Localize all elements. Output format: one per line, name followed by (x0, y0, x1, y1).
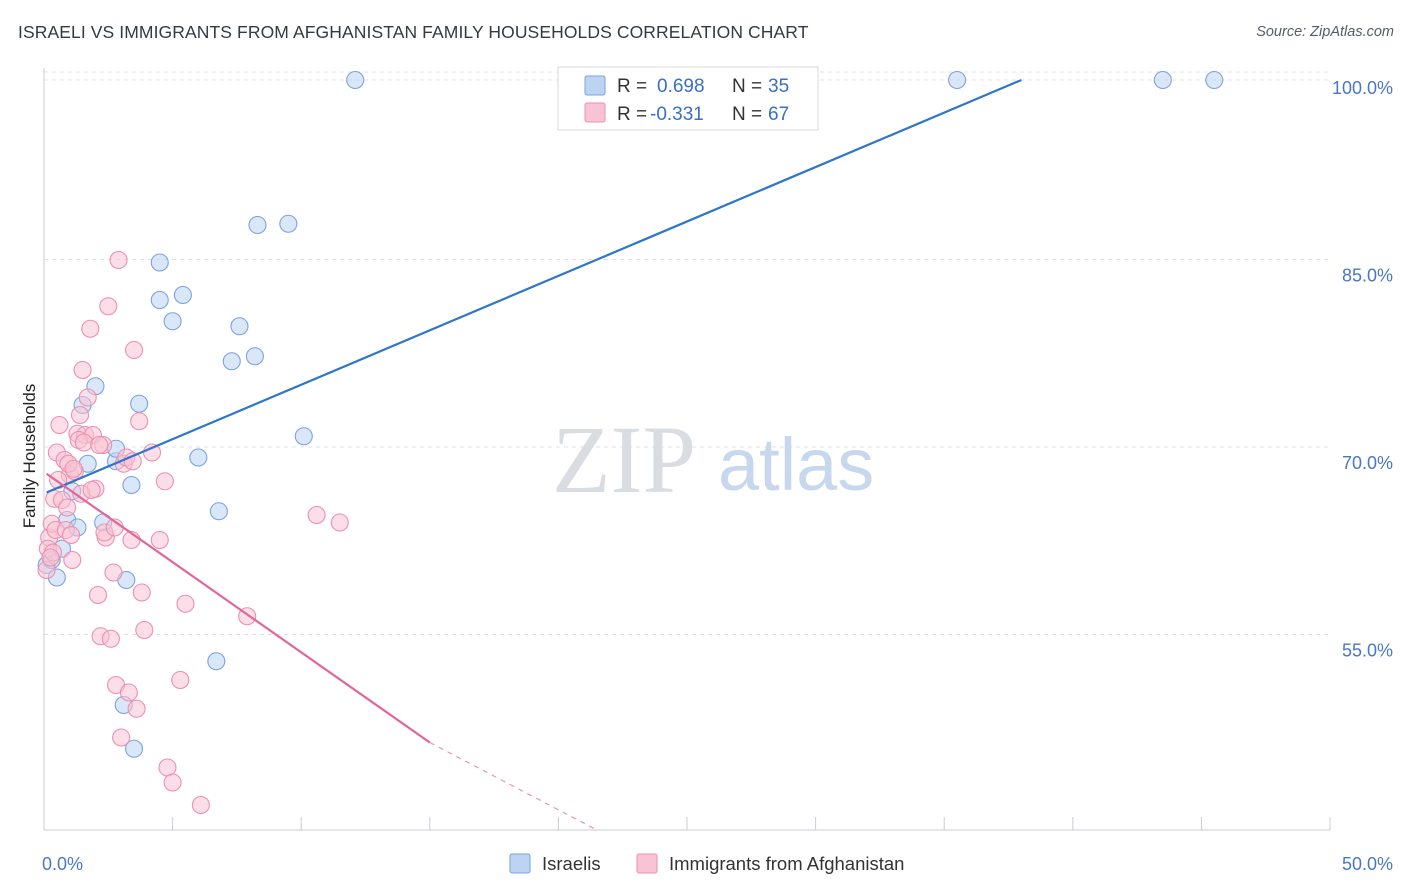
point-israelis-29 (346, 70, 365, 90)
point-afghanistan-32 (119, 683, 138, 702)
point-israelis-34 (207, 652, 226, 671)
watermark: ZIP atlas (552, 406, 874, 513)
gridlines (44, 71, 1330, 635)
point-israelis-26 (248, 215, 267, 235)
legend-r-label-israelis: R = (617, 76, 647, 97)
point-afghanistan-66 (41, 548, 60, 567)
point-israelis-32 (1205, 70, 1224, 90)
point-afghanistan-56 (61, 525, 81, 545)
watermark-zip: ZIP (552, 406, 696, 513)
legend-n-value-afghanistan: 67 (768, 104, 789, 125)
point-afghanistan-29 (112, 728, 131, 747)
bottom-legend-label-israelis: Israelis (542, 853, 601, 874)
point-afghanistan-35 (127, 699, 146, 718)
point-afghanistan-41 (155, 472, 174, 491)
point-israelis-21 (189, 448, 208, 467)
point-afghanistan-42 (158, 758, 177, 777)
legend-n-label-israelis: N = (732, 76, 762, 97)
point-afghanistan-38 (135, 620, 154, 640)
stats-legend: R = 0.698 N = 35 R = -0.331 N = 67 (557, 66, 819, 131)
legend-swatch-israelis (584, 75, 606, 96)
point-afghanistan-24 (99, 297, 118, 316)
watermark-atlas: atlas (718, 423, 874, 506)
legend-r-label-afghanistan: R = (617, 104, 647, 125)
point-afghanistan-13 (70, 405, 90, 425)
x-tick-label-min: 0.0% (42, 854, 83, 874)
legend-n-label-afghanistan: N = (732, 104, 762, 125)
point-afghanistan-37 (132, 583, 151, 602)
point-israelis-22 (209, 502, 228, 521)
y-tick-label-0: 55.0% (1342, 641, 1393, 661)
trend-line-afghanistan (45, 472, 431, 744)
point-afghanistan-46 (191, 795, 210, 815)
point-afghanistan-57 (64, 459, 83, 478)
y-axis-label: Family Households (20, 384, 39, 529)
point-afghanistan-44 (171, 670, 190, 690)
bottom-legend-swatch-israelis (509, 853, 531, 874)
y-tick-labels: 55.0% 70.0% 85.0% 100.0% (1332, 78, 1393, 661)
point-israelis-13 (122, 475, 141, 495)
legend-r-value-israelis: 0.698 (657, 76, 705, 97)
chart-source: Source: ZipAtlas.com (1256, 24, 1394, 40)
trend-line-israelis (46, 78, 1022, 494)
point-afghanistan-14 (73, 360, 92, 380)
x-tick-label-max: 50.0% (1342, 854, 1393, 874)
trend-lines (45, 78, 1022, 831)
point-israelis-23 (222, 352, 241, 371)
point-israelis-20 (173, 285, 192, 305)
point-afghanistan-17 (81, 319, 100, 338)
bottom-legend-label-afghanistan: Immigrants from Afghanistan (669, 853, 904, 874)
point-afghanistan-61 (82, 480, 101, 500)
point-afghanistan-36 (130, 412, 149, 431)
point-afghanistan-5 (50, 415, 69, 435)
legend-swatch-afghanistan (584, 102, 606, 123)
legend-r-value-afghanistan: -0.331 (650, 104, 704, 125)
point-afghanistan-25 (101, 629, 120, 648)
point-afghanistan-34 (124, 340, 144, 360)
point-israelis-30 (948, 70, 967, 90)
point-israelis-16 (130, 394, 149, 413)
chart-title: ISRAELI VS IMMIGRANTS FROM AFGHANISTAN F… (18, 22, 809, 42)
point-afghanistan-10 (63, 550, 82, 570)
point-israelis-31 (1153, 70, 1172, 90)
point-afghanistan-8 (58, 498, 77, 517)
point-afghanistan-43 (163, 773, 182, 792)
point-afghanistan-16 (78, 388, 97, 407)
point-israelis-19 (163, 312, 182, 331)
point-afghanistan-45 (176, 594, 195, 613)
point-afghanistan-20 (88, 585, 108, 605)
y-tick-label-3: 100.0% (1332, 78, 1393, 98)
y-tick-label-2: 85.0% (1342, 266, 1393, 286)
point-afghanistan-49 (330, 513, 349, 532)
point-afghanistan-28 (109, 250, 128, 270)
point-afghanistan-40 (150, 530, 169, 550)
point-israelis-25 (245, 347, 264, 366)
point-israelis-17 (150, 290, 169, 310)
point-israelis-18 (150, 253, 169, 272)
point-afghanistan-60 (74, 433, 93, 452)
x-tick-labels: 0.0% 50.0% (42, 854, 1393, 874)
bottom-legend-swatch-afghanistan (636, 853, 658, 874)
point-israelis-24 (230, 317, 249, 336)
y-tick-label-1: 70.0% (1342, 453, 1393, 473)
point-afghanistan-62 (90, 435, 109, 455)
legend-n-value-israelis: 35 (768, 76, 789, 97)
series-legend: Israelis Immigrants from Afghanistan (509, 853, 904, 874)
axes (43, 68, 1331, 831)
point-israelis-15 (124, 739, 144, 758)
point-israelis-28 (294, 427, 313, 446)
trend-line-dashed-afghanistan (429, 741, 598, 831)
point-afghanistan-26 (104, 563, 123, 582)
point-afghanistan-48 (307, 505, 326, 525)
point-israelis-27 (279, 214, 298, 233)
